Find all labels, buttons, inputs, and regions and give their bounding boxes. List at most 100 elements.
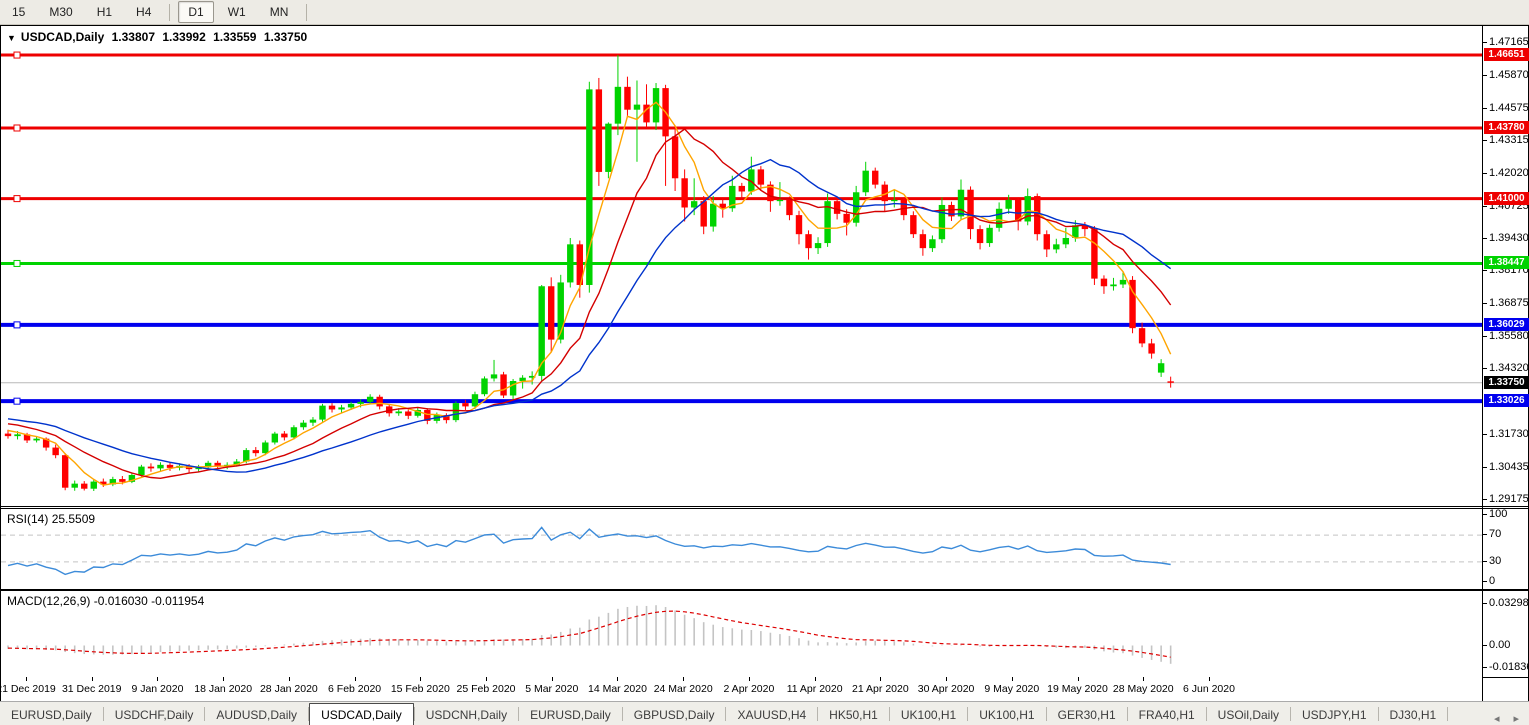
candle-body bbox=[1072, 225, 1079, 238]
candle-body bbox=[767, 184, 774, 202]
candle-body bbox=[452, 403, 460, 421]
candle-body bbox=[481, 378, 488, 395]
chart-tab-usdcad-daily[interactable]: USDCAD,Daily bbox=[309, 703, 414, 725]
candle-body bbox=[919, 234, 927, 249]
rsi-indicator-pane[interactable]: RSI(14) 25.5509 bbox=[1, 508, 1528, 590]
candle-body bbox=[214, 462, 221, 466]
price-tick bbox=[1483, 107, 1487, 109]
chart-tab-eurusd-daily[interactable]: EURUSD,Daily bbox=[11, 708, 92, 722]
tab-scroll-right-icon[interactable]: ▸ bbox=[1513, 713, 1519, 725]
tab-separator bbox=[621, 706, 623, 721]
candle-body bbox=[729, 185, 736, 209]
level-price-badge: 1.46651 bbox=[1484, 48, 1529, 62]
rsi-tick-label: 70 bbox=[1489, 528, 1502, 541]
chart-tab-fra40-h1[interactable]: FRA40,H1 bbox=[1138, 708, 1195, 722]
tab-separator bbox=[413, 706, 415, 721]
chart-dropdown-icon[interactable]: ▼ bbox=[7, 33, 16, 43]
candle-body bbox=[690, 201, 698, 208]
date-tick bbox=[26, 677, 27, 681]
level-price-badge: 1.43780 bbox=[1484, 120, 1529, 134]
level-handle[interactable] bbox=[13, 397, 21, 405]
tab-separator bbox=[308, 706, 310, 721]
candle-body bbox=[233, 461, 240, 465]
candle-body bbox=[1091, 229, 1098, 279]
candle-body bbox=[243, 450, 250, 462]
level-handle[interactable] bbox=[13, 259, 21, 267]
candle-body bbox=[957, 189, 965, 217]
ohlc-close: 1.33750 bbox=[263, 30, 308, 44]
price-tick-label: 1.31730 bbox=[1489, 428, 1529, 441]
date-label: 14 Mar 2020 bbox=[587, 683, 647, 695]
chart-tab-uk100-h1[interactable]: UK100,H1 bbox=[979, 708, 1035, 722]
candle-body bbox=[14, 434, 21, 437]
date-label: 24 Mar 2020 bbox=[653, 683, 713, 695]
price-tick bbox=[1483, 205, 1487, 207]
chart-tab-hk50-h1[interactable]: HK50,H1 bbox=[829, 708, 878, 722]
price-tick-label: 1.30435 bbox=[1489, 460, 1529, 473]
macd-indicator-pane[interactable]: MACD(12,26,9) -0.016030 -0.011954 bbox=[1, 590, 1528, 678]
candle-body bbox=[128, 474, 136, 482]
candle-body bbox=[100, 481, 107, 485]
candle-body bbox=[967, 189, 974, 230]
time-axis[interactable]: 21 Dec 2019 31 Dec 2019 9 Jan 2020 18 Jan 2… bbox=[0, 677, 1482, 701]
timeframe-button-h1[interactable]: H1 bbox=[96, 5, 113, 19]
candle-body bbox=[204, 462, 212, 468]
tab-separator bbox=[1447, 706, 1449, 721]
chart-tab-gbpusd-daily[interactable]: GBPUSD,Daily bbox=[633, 708, 715, 722]
date-tick bbox=[354, 677, 356, 681]
candle-body bbox=[271, 433, 279, 443]
price-tick bbox=[1483, 74, 1487, 76]
timeframe-button-h4[interactable]: H4 bbox=[136, 5, 152, 19]
rsi-tick-label: 0 bbox=[1489, 575, 1496, 587]
candle-body bbox=[624, 86, 631, 110]
tab-separator bbox=[518, 706, 520, 721]
chart-tab-usdchf-daily[interactable]: USDCHF,Daily bbox=[114, 708, 194, 722]
candle-body bbox=[443, 415, 450, 421]
candle-body bbox=[833, 201, 841, 214]
tab-separator bbox=[1045, 706, 1047, 721]
chart-tab-dj30-h1[interactable]: DJ30,H1 bbox=[1389, 708, 1437, 722]
chart-tab-usdjpy-h1[interactable]: USDJPY,H1 bbox=[1302, 708, 1367, 722]
chart-tab-eurusd-daily[interactable]: EURUSD,Daily bbox=[530, 708, 611, 722]
date-tick bbox=[157, 677, 159, 681]
chart-tab-usoil-daily[interactable]: USOil,Daily bbox=[1217, 708, 1280, 722]
candle-body bbox=[614, 86, 622, 124]
price-chart-canvas[interactable] bbox=[1, 26, 1482, 506]
candle-body bbox=[862, 170, 869, 193]
level-handle[interactable] bbox=[13, 124, 21, 132]
candle-body bbox=[748, 169, 755, 192]
rsi-tick bbox=[1483, 534, 1487, 536]
rsi-current-value: 25.5509 bbox=[51, 512, 96, 526]
current-price-badge: 1.33750 bbox=[1484, 375, 1529, 389]
timeframe-button-w1[interactable]: W1 bbox=[227, 5, 246, 19]
macd-tick-label: 0.032982 bbox=[1489, 597, 1529, 610]
rsi-tick-label: 30 bbox=[1489, 554, 1502, 567]
level-handle[interactable] bbox=[13, 51, 21, 59]
price-tick bbox=[1483, 368, 1487, 370]
main-chart-pane[interactable]: ▼ USDCAD,Daily 1.33807 1.33992 1.33559 1.… bbox=[1, 26, 1528, 507]
chart-tab-xauusd-h4[interactable]: XAUUSD,H4 bbox=[737, 708, 807, 722]
timeframe-button-m30[interactable]: M30 bbox=[49, 5, 73, 19]
timeframe-button-mn[interactable]: MN bbox=[269, 5, 289, 19]
candle-body bbox=[710, 203, 717, 227]
candle-body bbox=[252, 450, 259, 454]
candle-body bbox=[471, 394, 479, 407]
chart-tab-usdcnh-daily[interactable]: USDCNH,Daily bbox=[425, 708, 508, 722]
candle-body bbox=[33, 438, 40, 441]
chart-tab-ger30-h1[interactable]: GER30,H1 bbox=[1057, 708, 1116, 722]
level-handle[interactable] bbox=[13, 195, 21, 203]
toolbar-separator bbox=[306, 3, 308, 21]
date-tick bbox=[91, 677, 93, 681]
candle-body bbox=[1062, 237, 1070, 245]
level-price-badge: 1.41000 bbox=[1484, 191, 1529, 205]
tab-scroll-left-icon[interactable]: ◂ bbox=[1493, 713, 1500, 725]
candle-body bbox=[1043, 234, 1050, 250]
ma-slow-line bbox=[7, 158, 1172, 473]
tab-separator bbox=[1290, 706, 1292, 721]
chart-tab-audusd-daily[interactable]: AUDUSD,Daily bbox=[216, 708, 298, 722]
timeframe-button-d1[interactable]: D1 bbox=[178, 1, 214, 23]
chart-tab-uk100-h1[interactable]: UK100,H1 bbox=[900, 708, 957, 722]
timeframe-button-15[interactable]: 15 bbox=[12, 5, 26, 19]
level-handle[interactable] bbox=[13, 321, 21, 329]
